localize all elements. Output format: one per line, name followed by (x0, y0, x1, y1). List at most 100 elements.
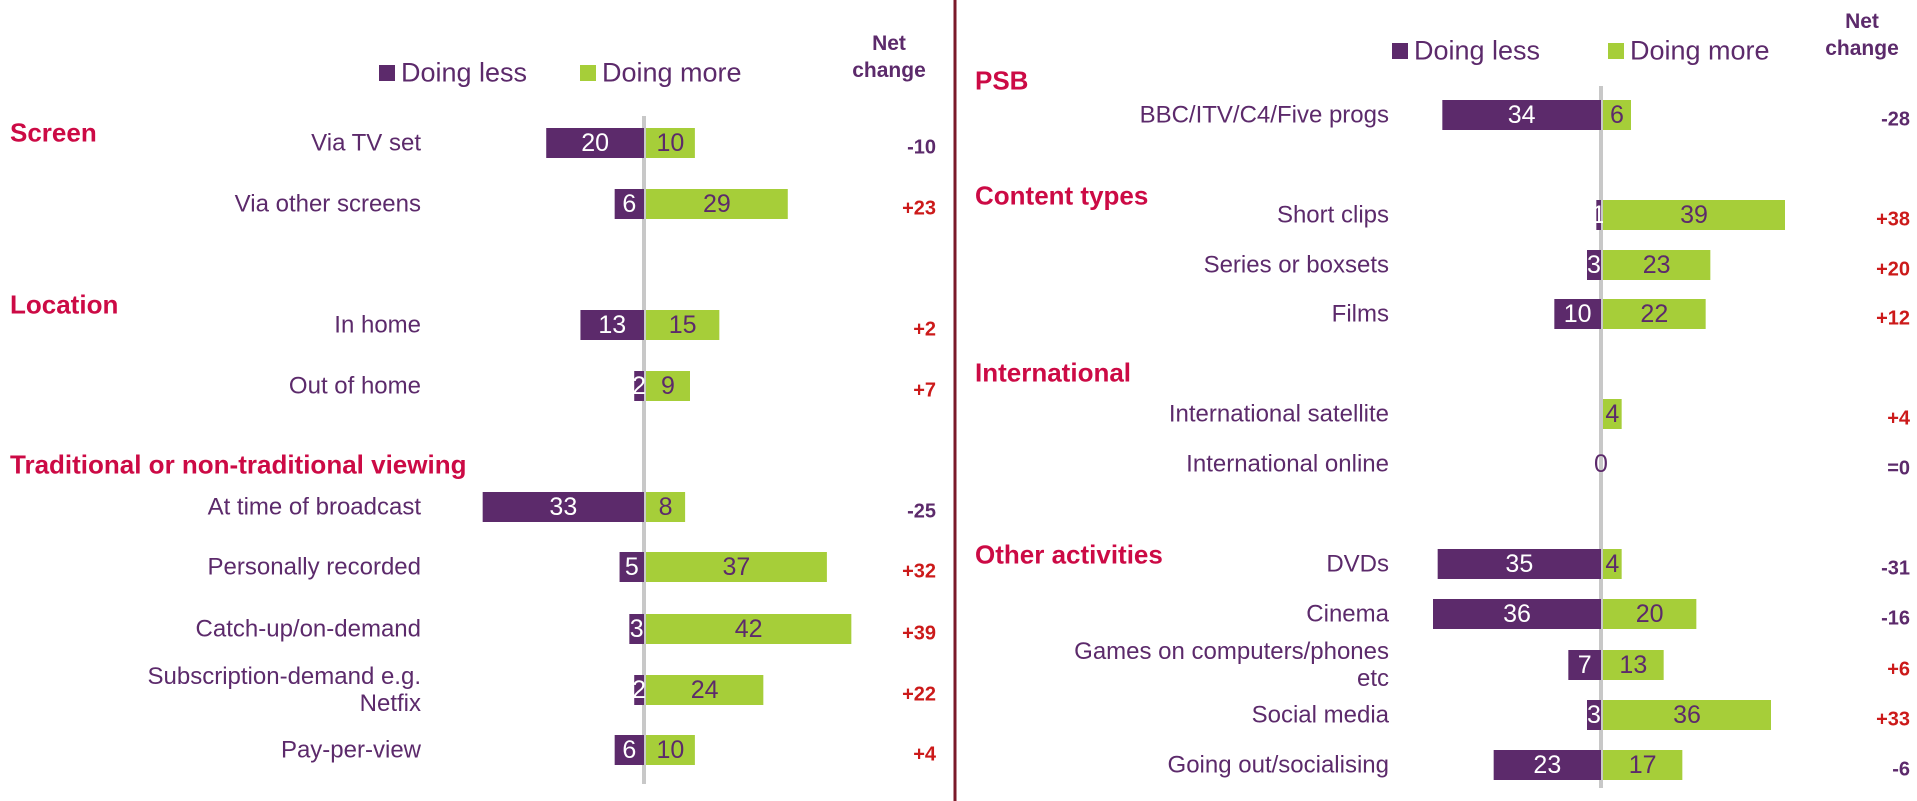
category-label: BBC/ITV/C4/Five progs (1139, 101, 1389, 129)
bar-doing-less (1568, 650, 1601, 680)
value-label: 6 (1610, 101, 1624, 129)
net-change-title: Net change (852, 32, 926, 82)
value-label: 24 (691, 676, 719, 704)
net-change-label: +23 (902, 197, 936, 220)
net-change-label: +32 (902, 560, 936, 583)
section-heading: Screen (10, 117, 97, 148)
net-change-label: -31 (1881, 557, 1910, 580)
bar-doing-less (580, 310, 644, 340)
net-change-label: +4 (913, 743, 936, 766)
value-label: 39 (1680, 201, 1708, 229)
bar-doing-more (1603, 299, 1706, 329)
value-label: 13 (1619, 651, 1647, 679)
category-label: Social media (1251, 701, 1389, 729)
net-change-label: -16 (1881, 607, 1910, 630)
legend-swatch (379, 65, 395, 81)
value-label: 42 (735, 615, 763, 643)
bar-doing-more (1603, 399, 1622, 429)
bar-doing-less (614, 735, 644, 765)
value-label: 36 (1503, 600, 1531, 628)
category-label: Pay-per-view (280, 736, 421, 764)
value-label: 34 (1508, 101, 1536, 129)
value-label: 6 (622, 736, 636, 764)
section-heading: Other activities (975, 539, 1163, 570)
net-change-label: +38 (1876, 208, 1910, 231)
bar-doing-less (546, 128, 644, 158)
bar-doing-more (1603, 200, 1785, 230)
net-change-label: +12 (1876, 307, 1910, 330)
net-change-label: +22 (902, 683, 936, 706)
value-label: 10 (657, 129, 685, 157)
value-label: 15 (669, 311, 697, 339)
bar-doing-less (1554, 299, 1601, 329)
category-label: Cinema (1306, 600, 1389, 628)
bar-doing-more (646, 552, 827, 582)
value-label: 20 (1636, 600, 1664, 628)
value-label: 3 (1587, 251, 1601, 279)
value-label: 9 (661, 372, 675, 400)
value-label: 35 (1505, 550, 1533, 578)
category-label: Short clips (1276, 201, 1389, 229)
category-label: International online (1186, 450, 1389, 478)
value-label: 22 (1640, 300, 1668, 328)
value-label: 1 (1592, 201, 1606, 229)
value-label: 10 (657, 736, 685, 764)
bar-doing-less (1587, 700, 1601, 730)
bar-doing-more (646, 675, 764, 705)
value-label: 23 (1643, 251, 1671, 279)
net-change-label: =0 (1887, 457, 1910, 480)
bar-doing-less (1442, 100, 1601, 130)
category-label: Going out/socialising (1167, 751, 1389, 779)
category-label: Subscription-demand e.g. Netfix (147, 663, 422, 717)
legend-label: Doing more (602, 57, 742, 88)
bar-doing-more (1603, 100, 1631, 130)
section-heading: PSB (975, 65, 1029, 96)
category-label: International satellite (1168, 400, 1389, 428)
net-change-label: +2 (913, 318, 936, 341)
bar-doing-more (1603, 750, 1683, 780)
category-label: In home (334, 311, 421, 339)
net-change-label: +6 (1887, 658, 1910, 681)
section-heading: Content types (975, 180, 1149, 211)
category-label: Films (1331, 300, 1389, 328)
legend-swatch (1608, 43, 1624, 59)
category-label: DVDs (1326, 550, 1389, 578)
bar-doing-more (646, 735, 695, 765)
value-label: 3 (630, 615, 644, 643)
value-label: 5 (625, 553, 639, 581)
category-label: Via other screens (234, 190, 421, 218)
legend-label: Doing less (401, 57, 528, 88)
value-label: 23 (1533, 751, 1561, 779)
net-change-label: +4 (1887, 407, 1910, 430)
bar-doing-less (1433, 599, 1601, 629)
legend-swatch (1392, 43, 1408, 59)
section-heading: Location (10, 289, 119, 320)
value-label: 20 (581, 129, 609, 157)
net-change-label: +39 (902, 622, 936, 645)
bar-doing-more (1603, 250, 1711, 280)
value-label: 3 (1587, 701, 1601, 729)
legend-label: Doing more (1630, 35, 1770, 66)
net-change-label: +7 (913, 379, 936, 402)
bar-doing-less (629, 614, 644, 644)
net-change-label: -10 (907, 136, 936, 159)
category-label: Series or boxsets (1203, 251, 1389, 279)
bar-doing-less (482, 492, 644, 522)
bar-doing-more (646, 128, 695, 158)
section-heading: Traditional or non-traditional viewing (10, 449, 467, 480)
bar-doing-more (1603, 700, 1771, 730)
bar-doing-more (646, 189, 788, 219)
value-label: 33 (549, 493, 577, 521)
bar-doing-more (646, 492, 686, 522)
value-label: 4 (1605, 550, 1619, 578)
value-label: 2 (632, 676, 646, 704)
value-label: 4 (1605, 400, 1619, 428)
category-label: At time of broadcast (207, 493, 421, 521)
bar-doing-less (1587, 250, 1601, 280)
bar-doing-more (646, 371, 690, 401)
value-label: 17 (1629, 751, 1657, 779)
category-label: Out of home (288, 372, 421, 400)
bar-doing-less (634, 371, 644, 401)
